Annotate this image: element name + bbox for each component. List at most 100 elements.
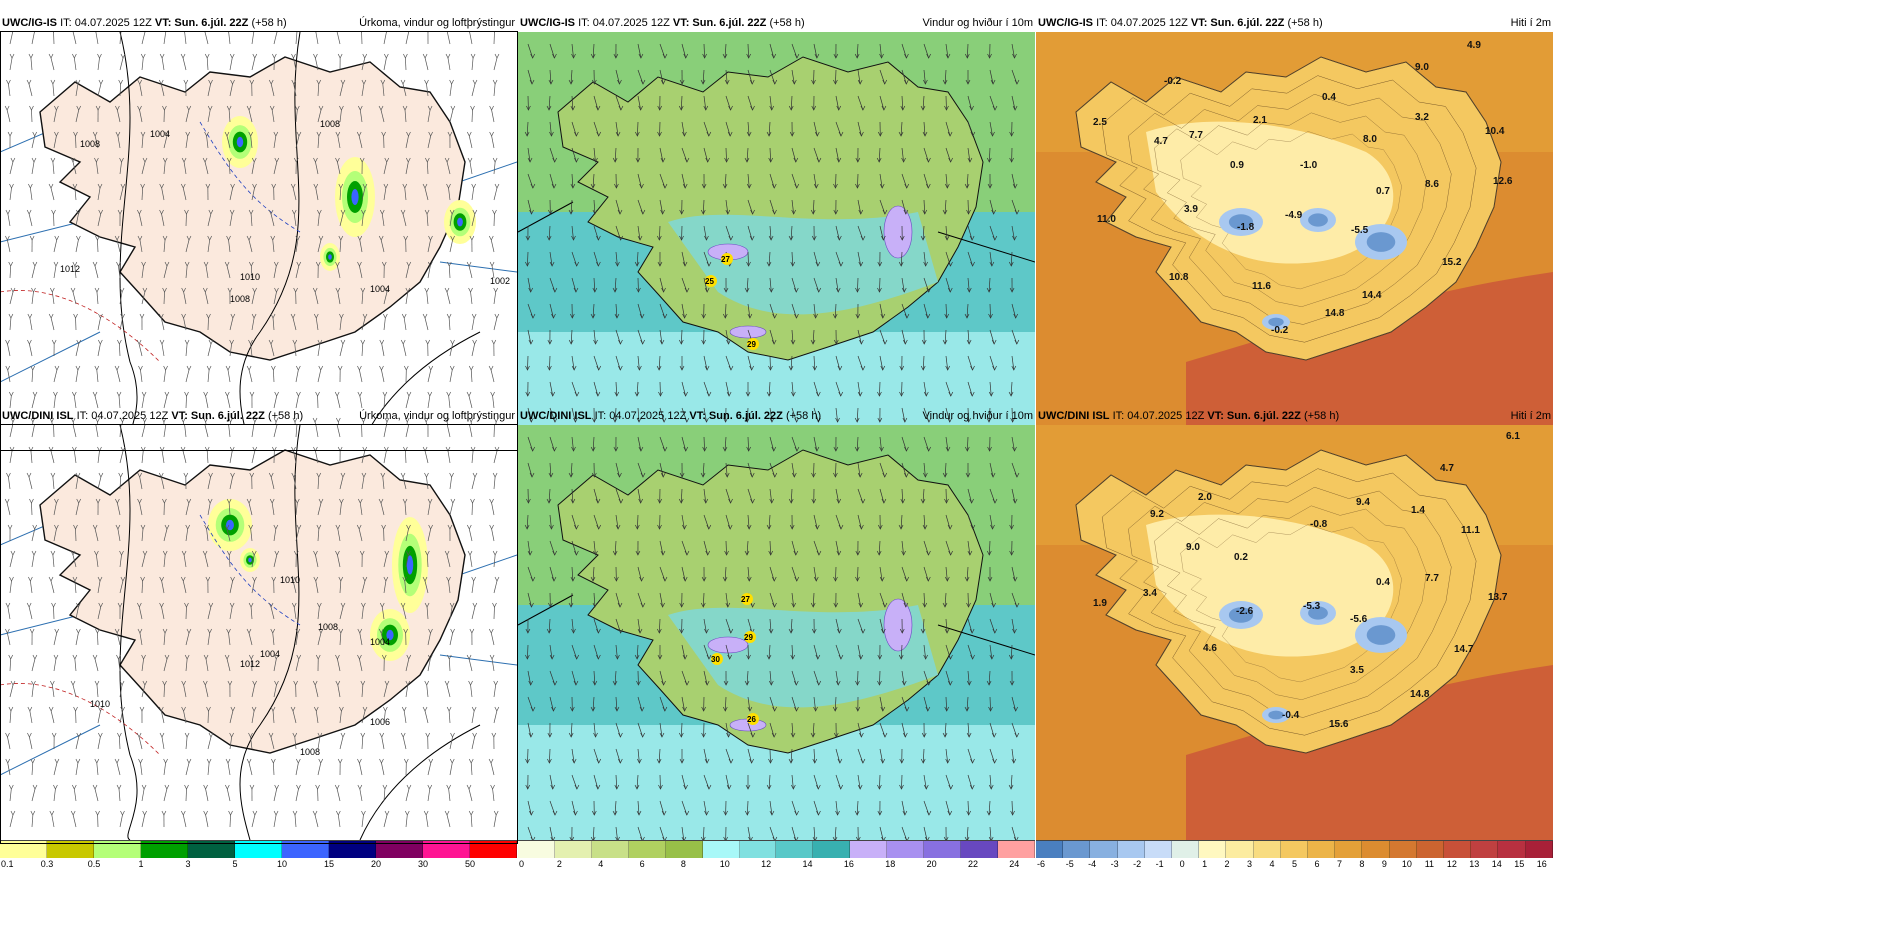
temperature-value: 2.5: [1093, 117, 1107, 128]
colorbar-swatch: [1471, 841, 1499, 858]
colorbar-tick-label: 0.5: [87, 859, 101, 869]
colorbar-tick-label: 9: [1381, 859, 1387, 869]
valid-time: Sun. 6.júl. 22Z: [692, 17, 767, 29]
gust-value-label: 29: [744, 631, 756, 643]
lead-time: (+58 h): [1303, 410, 1340, 422]
temperature-value: -5.6: [1350, 614, 1368, 625]
temp-map[interactable]: 4.9 9.0 -0.2 0.4 2.5 7.7 2.1 3.2 10.4 4.7 8.0 0.9 -1…: [1036, 32, 1553, 447]
colorbar-tick-label: 6: [639, 859, 645, 869]
colorbar-tick-label: 0.1: [1, 859, 14, 869]
colorbar-tick-label: 10: [719, 859, 730, 869]
colorbar-swatch: [1308, 841, 1336, 858]
isobar-label: 1004: [150, 129, 170, 139]
temperature-value: 3.5: [1350, 665, 1364, 676]
panel-title: Hiti í 2m: [1510, 17, 1551, 29]
temperature-value: -0.2: [1164, 76, 1182, 87]
svg-text:29: 29: [744, 633, 753, 642]
precip-map[interactable]: 1010 1008 1004 1010 1012 1004 1006 1008: [0, 425, 517, 840]
colorbar-swatch: [1389, 841, 1417, 858]
model-name: UWC/IG-IS: [1038, 17, 1093, 29]
colorbar-swatch: [850, 841, 888, 858]
svg-text:27: 27: [721, 255, 730, 264]
temperature-value: 11.1: [1461, 525, 1480, 536]
isobar-label: 1002: [490, 276, 510, 286]
init-time: IT: 04.07.2025 12Z: [1096, 17, 1188, 29]
gust-value-label: 27: [741, 593, 753, 605]
colorbar-tick-label: 14: [802, 859, 813, 869]
isobar-label: 1006: [370, 717, 390, 727]
valid-time: Sun. 6.júl. 22Z: [1210, 17, 1285, 29]
temperature-value: 0.9: [1230, 160, 1244, 171]
svg-text:29: 29: [747, 340, 756, 349]
precip-panel-row1: UWC/IG-IS IT: 04.07.2025 12Z VT: Sun. 6.…: [0, 15, 517, 476]
temperature-value: 9.0: [1186, 542, 1200, 553]
temperature-value: -0.4: [1282, 710, 1300, 721]
colorbar-tick-label: 16: [1536, 859, 1547, 869]
colorbar-tick-label: 1: [1202, 859, 1208, 869]
colorbar-swatch: [376, 841, 423, 858]
colorbar-tick-label: 16: [843, 859, 854, 869]
gust-value-label: 27: [721, 253, 733, 265]
temperature-value: 14.8: [1325, 308, 1345, 319]
colorbar-swatch: [1117, 841, 1145, 858]
wind-arrows: [524, 43, 1020, 447]
isobar-label: 1010: [90, 699, 110, 709]
temperature-value: -5.3: [1303, 601, 1321, 612]
temperature-value: 3.9: [1184, 204, 1198, 215]
gust-maxima-areas: [707, 598, 913, 732]
temperature-value: 9.2: [1150, 509, 1164, 520]
panel-header: UWC/IG-IS IT: 04.07.2025 12Z VT: Sun. 6.…: [1036, 15, 1553, 31]
colorbar-tick-label: 7: [1336, 859, 1342, 869]
lead-time: (+58 h): [769, 17, 805, 29]
panel-title: Vindur og hviður í 10m: [922, 17, 1033, 29]
temperature-value: 7.7: [1425, 573, 1439, 584]
glaciers: [1219, 208, 1407, 330]
colorbar-swatch: [1090, 841, 1118, 858]
colorbar-tick-label: 0: [519, 859, 525, 869]
colorbar-tick-label: 12: [761, 859, 772, 869]
precip-panel-row2: UWC/DINI ISL IT: 04.07.2025 12Z VT: Sun.…: [0, 408, 517, 869]
colorbar-tick-label: 1: [138, 859, 144, 869]
temperature-value: 12.6: [1493, 176, 1513, 187]
colorbar-swatch: [329, 841, 376, 858]
isobar-label: 1004: [370, 284, 390, 294]
colorbar-swatch: [470, 841, 517, 858]
temperature-value: 4.6: [1203, 643, 1217, 654]
precip-map[interactable]: 1008 1004 1008 1012 1010 1004 1008 1002: [0, 32, 517, 447]
temperature-value: 15.2: [1442, 257, 1462, 268]
temperature-value: 14.4: [1362, 290, 1382, 301]
colorbar-tick-label: 5: [232, 859, 238, 869]
colorbar-tick-label: 5: [1291, 859, 1298, 869]
panel-header: UWC/IG-IS IT: 04.07.2025 12Z VT: Sun. 6.…: [518, 15, 1035, 31]
colorbar-swatch: [997, 841, 1035, 858]
temperature-value: 0.4: [1322, 92, 1336, 103]
wind-panel-row1: UWC/IG-IS IT: 04.07.2025 12Z VT: Sun. 6.…: [518, 15, 1035, 476]
init-time: IT: 04.07.2025 12Z: [594, 410, 687, 422]
valid-label: VT:: [154, 17, 172, 29]
colorbar-tick-label: 22: [967, 859, 978, 869]
colorbar-tick-label: 8: [1359, 859, 1365, 869]
temperature-value: 10.4: [1485, 126, 1505, 137]
temperature-value: 11.6: [1252, 281, 1271, 292]
wind-map[interactable]: 27 25 29: [518, 32, 1035, 447]
svg-text:27: 27: [741, 595, 750, 604]
temperature-value: 0.4: [1376, 577, 1390, 588]
colorbar-tick-label: 3: [185, 859, 191, 869]
colorbar-swatch: [1444, 841, 1472, 858]
colorbar-swatch: [141, 841, 188, 858]
colorbar-swatch: [1036, 841, 1064, 858]
colorbar-swatch: [518, 841, 555, 858]
wind-map[interactable]: 27 29 30 26: [518, 425, 1035, 840]
model-name: UWC/IG-IS: [520, 17, 575, 29]
temp-map[interactable]: 6.1 4.7 2.0 9.4 9.2 -0.8 1.4 11.1 9.0 0.2 7.7 0.4 13…: [1036, 425, 1553, 840]
temperature-value: 0.7: [1376, 186, 1390, 197]
colorbar-tick-label: -5: [1065, 859, 1074, 869]
colorbar-swatch: [1144, 841, 1173, 858]
temperature-value: 7.7: [1189, 130, 1203, 141]
gust-value-label: 30: [711, 653, 723, 665]
temperature-value: 13.7: [1488, 592, 1508, 603]
isobar-label: 1004: [260, 649, 280, 659]
svg-text:25: 25: [705, 277, 714, 286]
model-name: UWC/DINI ISL: [1038, 410, 1110, 422]
